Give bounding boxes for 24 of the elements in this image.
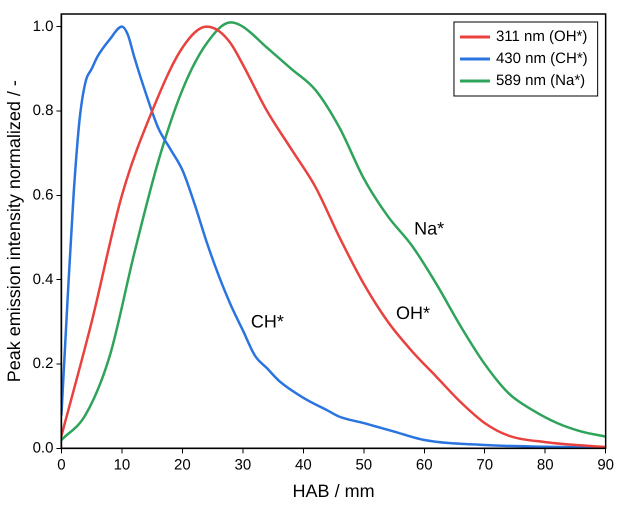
x-tick-label: 80 — [536, 456, 554, 474]
x-tick-label: 10 — [114, 456, 130, 474]
y-tick-label: 0.6 — [32, 186, 54, 204]
annotation: Na* — [414, 218, 444, 238]
y-axis-title: Peak emission intensity normalized / - — [4, 80, 24, 382]
y-tick-label: 0.4 — [32, 270, 54, 288]
x-tick-label: 60 — [416, 456, 433, 474]
x-tick-label: 90 — [597, 456, 614, 474]
legend-label: 430 nm (CH*) — [496, 50, 588, 68]
x-axis-title: HAB / mm — [292, 481, 375, 502]
x-tick-label: 70 — [476, 456, 494, 474]
y-tick-label: 0.0 — [32, 440, 54, 457]
legend-label: 589 nm (Na*) — [496, 72, 586, 90]
y-tick-label: 0.2 — [32, 355, 54, 372]
y-tick-label: 1.0 — [32, 18, 54, 35]
x-tick-label: 30 — [234, 456, 252, 474]
legend-label: 311 nm (OH*) — [496, 28, 588, 46]
x-tick-label: 20 — [174, 456, 191, 474]
annotation: CH* — [250, 311, 284, 332]
x-tick-label: 0 — [57, 456, 66, 474]
x-tick-label: 50 — [355, 456, 372, 474]
x-tick-label: 40 — [294, 456, 312, 474]
annotation: OH* — [396, 302, 430, 323]
y-tick-label: 0.8 — [32, 102, 54, 120]
